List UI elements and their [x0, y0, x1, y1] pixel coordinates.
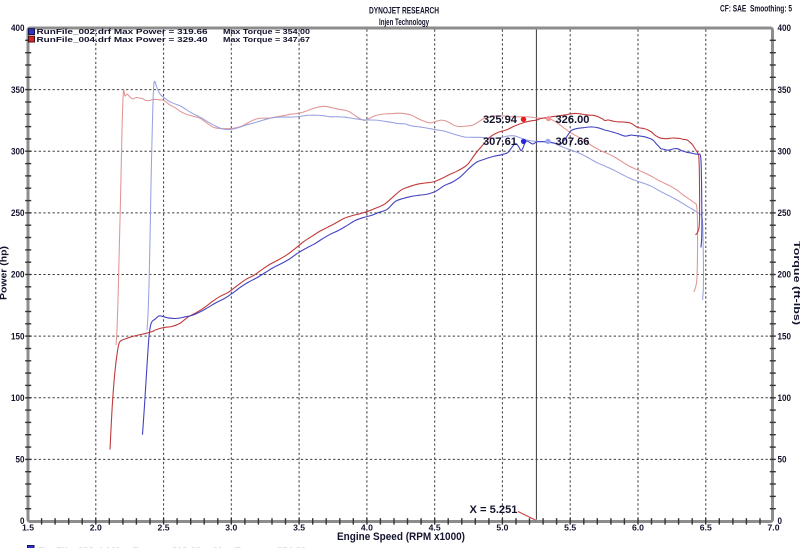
- svg-text:350: 350: [11, 85, 25, 95]
- svg-text:350: 350: [778, 85, 792, 95]
- svg-text:6.0: 6.0: [632, 522, 644, 532]
- svg-text:5.5: 5.5: [564, 522, 576, 532]
- svg-text:325.94: 325.94: [483, 114, 518, 126]
- svg-text:2.5: 2.5: [158, 522, 170, 532]
- svg-text:X = 5.251: X = 5.251: [470, 504, 518, 516]
- svg-text:Engine Speed (RPM x1000): Engine Speed (RPM x1000): [337, 531, 465, 543]
- svg-text:326.00: 326.00: [556, 114, 590, 126]
- svg-text:RunFile_002.drf Max Power = 31: RunFile_002.drf Max Power = 319.66: [37, 27, 208, 36]
- svg-text:Max Torque = 354.00: Max Torque = 354.00: [223, 27, 310, 36]
- svg-text:100: 100: [11, 393, 25, 403]
- svg-text:307.61: 307.61: [483, 136, 517, 148]
- svg-text:RunFile_004.drf Max Power = 32: RunFile_004.drf Max Power = 329.40: [37, 35, 208, 44]
- svg-text:0: 0: [778, 516, 783, 526]
- svg-text:Injen Technology: Injen Technology: [379, 17, 429, 27]
- svg-text:7.0: 7.0: [768, 522, 780, 532]
- svg-text:0: 0: [20, 516, 25, 526]
- svg-text:50: 50: [778, 455, 787, 465]
- svg-text:50: 50: [16, 455, 25, 465]
- svg-text:4.0: 4.0: [361, 522, 373, 532]
- svg-text:Power (hp): Power (hp): [0, 246, 10, 300]
- svg-text:100: 100: [778, 393, 792, 403]
- svg-text:3.0: 3.0: [225, 522, 237, 532]
- svg-text:3.5: 3.5: [293, 522, 305, 532]
- svg-text:6.5: 6.5: [700, 522, 712, 532]
- svg-text:200: 200: [11, 270, 25, 280]
- svg-text:CF: SAE Smoothing: 5: CF: SAE Smoothing: 5: [720, 4, 792, 14]
- svg-text:5.0: 5.0: [496, 522, 508, 532]
- svg-text:250: 250: [778, 208, 792, 218]
- svg-text:300: 300: [11, 146, 25, 156]
- svg-text:2.0: 2.0: [90, 522, 102, 532]
- svg-text:DYNOJET RESEARCH: DYNOJET RESEARCH: [369, 6, 439, 16]
- svg-text:150: 150: [11, 331, 25, 341]
- svg-text:300: 300: [778, 146, 792, 156]
- svg-text:150: 150: [778, 331, 792, 341]
- svg-text:307.66: 307.66: [556, 136, 590, 148]
- svg-text:RunFile_002.drf Max Power = 31: RunFile_002.drf Max Power = 319.66 Max T…: [38, 545, 306, 548]
- svg-text:400: 400: [778, 23, 792, 33]
- svg-text:250: 250: [11, 208, 25, 218]
- svg-text:400: 400: [11, 23, 25, 33]
- svg-text:Max Torque = 347.67: Max Torque = 347.67: [223, 35, 310, 44]
- svg-text:200: 200: [778, 270, 792, 280]
- svg-text:4.5: 4.5: [429, 522, 441, 532]
- svg-text:Torque (ft-lbs): Torque (ft-lbs): [791, 241, 800, 325]
- svg-text:1.5: 1.5: [22, 522, 34, 532]
